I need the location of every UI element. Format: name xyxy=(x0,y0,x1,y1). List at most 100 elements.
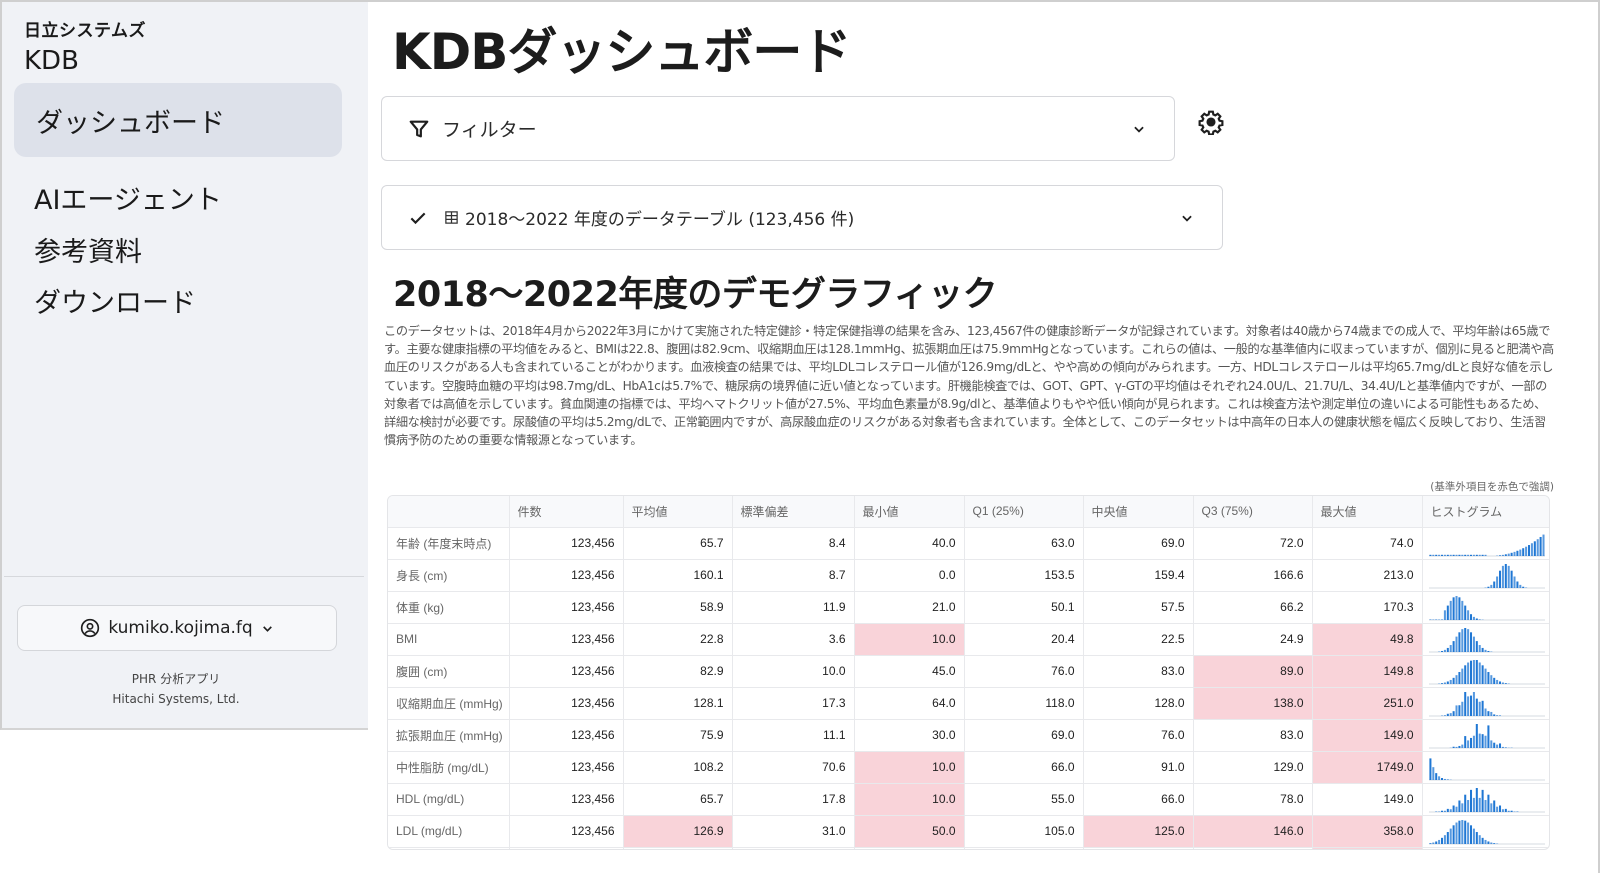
table-cell xyxy=(732,847,855,849)
histogram-sparkline xyxy=(1428,723,1545,748)
row-label: HDL (mg/dL) xyxy=(388,783,510,816)
user-circle-icon xyxy=(81,618,100,638)
table-row[interactable]: 拡張期血圧 (mmHg) 123,456 75.9 11.1 30.0 69.0 76.0 8… xyxy=(388,719,1549,752)
table-cell: 30.0 xyxy=(854,719,965,752)
table-cell: 8.7 xyxy=(732,559,855,592)
sidebar-item-references[interactable]: 参考資料 xyxy=(34,237,142,268)
table-cell: 49.8 xyxy=(1312,623,1423,656)
histogram-cell xyxy=(1422,687,1549,720)
table-row[interactable]: 腹囲 (cm) 123,456 82.9 10.0 45.0 76.0 83.0 89.0 14… xyxy=(388,655,1549,688)
histogram-sparkline xyxy=(1428,659,1545,684)
column-header[interactable]: 最大値 xyxy=(1312,496,1423,528)
table-cell: 76.0 xyxy=(964,655,1084,688)
table-cell: 123,456 xyxy=(509,815,624,848)
row-label: BMI xyxy=(388,623,510,656)
table-row[interactable]: HDL (mg/dL) 123,456 65.7 17.8 10.0 55.0 66.0 78… xyxy=(388,783,1549,816)
table-cell xyxy=(1083,847,1194,849)
table-row[interactable]: 年齢 (年度末時点) 123,456 65.7 8.4 40.0 63.0 69.0 72.0… xyxy=(388,527,1549,560)
table-cell: 24.9 xyxy=(1193,623,1313,656)
table-cell: 50.0 xyxy=(854,815,965,848)
table-cell: 83.0 xyxy=(1193,719,1313,752)
table-cell: 128.1 xyxy=(623,687,733,720)
table-cell: 138.0 xyxy=(1193,687,1313,720)
table-cell: 69.0 xyxy=(1083,527,1194,560)
row-label: 拡張期血圧 (mmHg) xyxy=(388,719,510,752)
sidebar-item-download[interactable]: ダウンロード xyxy=(34,288,196,319)
histogram-sparkline xyxy=(1428,563,1545,588)
table-cell: 105.0 xyxy=(964,815,1084,848)
table-cell xyxy=(1193,847,1313,849)
histogram-sparkline xyxy=(1428,691,1545,716)
column-header[interactable]: 最小値 xyxy=(854,496,965,528)
histogram-cell xyxy=(1422,559,1549,592)
table-row[interactable]: 身長 (cm) 123,456 160.1 8.7 0.0 153.5 159.4 166.6… xyxy=(388,559,1549,592)
table-row[interactable]: 体重 (kg) 123,456 58.9 11.9 21.0 50.1 57.5 66.2 17… xyxy=(388,591,1549,624)
table-row[interactable]: LDL (mg/dL) 123,456 126.9 31.0 50.0 105.0 125.… xyxy=(388,815,1549,848)
row-label: 体重 (kg) xyxy=(388,591,510,624)
table-row[interactable]: 収縮期血圧 (mmHg) 123,456 128.1 17.3 64.0 118.0 128… xyxy=(388,687,1549,720)
table-cell: 45.0 xyxy=(854,655,965,688)
table-cell: 57.5 xyxy=(1083,591,1194,624)
histogram-cell xyxy=(1422,623,1549,656)
table-cell: 149.0 xyxy=(1312,783,1423,816)
row-label: 身長 (cm) xyxy=(388,559,510,592)
table-row[interactable] xyxy=(388,847,1549,851)
row-label: 腹囲 (cm) xyxy=(388,655,510,688)
table-cell: 170.3 xyxy=(1312,591,1423,624)
column-header[interactable]: ヒストグラム xyxy=(1422,496,1549,528)
filter-icon xyxy=(409,120,429,137)
table-cell: 153.5 xyxy=(964,559,1084,592)
table-cell xyxy=(964,847,1084,849)
gear-icon[interactable] xyxy=(1198,109,1224,135)
table-cell: 128.0 xyxy=(1083,687,1194,720)
column-header[interactable]: 標準偏差 xyxy=(732,496,855,528)
section-title: 2018〜2022年度のデモグラフィック xyxy=(393,275,998,315)
histogram-sparkline xyxy=(1428,534,1545,556)
table-cell: 149.0 xyxy=(1312,719,1423,752)
table-header-row: 件数 平均値 標準偏差 最小値 Q1 (25%) 中央値 Q3 (75%) 最大値 ヒストグラム xyxy=(388,496,1549,528)
table-cell: 149.8 xyxy=(1312,655,1423,688)
sidebar-divider xyxy=(4,576,364,577)
table-row[interactable]: BMI 123,456 22.8 3.6 10.0 20.4 22.5 24.9 49.8 xyxy=(388,623,1549,656)
data-table-expander[interactable]: 2018〜2022 年度のデータテーブル (123,456 件) xyxy=(381,185,1223,250)
histogram-sparkline xyxy=(1428,819,1545,844)
table-cell: 17.3 xyxy=(732,687,855,720)
table-icon xyxy=(445,211,458,224)
column-header[interactable]: 中央値 xyxy=(1083,496,1194,528)
table-cell: 118.0 xyxy=(964,687,1084,720)
row-label: 年齢 (年度末時点) xyxy=(388,527,510,560)
histogram-sparkline xyxy=(1428,627,1545,652)
histogram-sparkline xyxy=(1428,757,1545,780)
sidebar-item-ai-agent[interactable]: AIエージェント xyxy=(34,185,222,216)
data-table-label: 2018〜2022 年度のデータテーブル (123,456 件) xyxy=(465,210,855,230)
chevron-down-icon xyxy=(1182,215,1192,222)
column-header[interactable]: 平均値 xyxy=(623,496,733,528)
table-cell: 123,456 xyxy=(509,655,624,688)
sidebar-item-dashboard[interactable]: ダッシュボード xyxy=(14,83,342,157)
app-name: KDB xyxy=(24,46,79,76)
highlight-note: (基準外項目を赤色で強調) xyxy=(1430,481,1554,493)
filter-expander[interactable]: フィルター xyxy=(381,96,1175,161)
footer-app-name: PHR 分析アプリ xyxy=(131,672,221,686)
histogram-sparkline xyxy=(1429,850,1545,851)
table-cell xyxy=(1312,847,1423,849)
stats-table[interactable]: 件数 平均値 標準偏差 最小値 Q1 (25%) 中央値 Q3 (75%) 最大値 ヒストグラム… xyxy=(387,495,1550,850)
table-row[interactable]: 中性脂肪 (mg/dL) 123,456 108.2 70.6 10.0 66.0 91.0… xyxy=(388,751,1549,784)
column-header[interactable] xyxy=(388,496,510,528)
table-cell: 123,456 xyxy=(509,623,624,656)
row-label: 中性脂肪 (mg/dL) xyxy=(388,751,510,784)
footer-company: Hitachi Systems, Ltd. xyxy=(112,692,240,706)
column-header[interactable]: Q3 (75%) xyxy=(1193,496,1313,528)
column-header[interactable]: 件数 xyxy=(509,496,624,528)
table-cell: 11.1 xyxy=(732,719,855,752)
user-menu-button[interactable]: kumiko.kojima.fq xyxy=(17,605,337,651)
table-cell: 251.0 xyxy=(1312,687,1423,720)
table-cell: 66.0 xyxy=(964,751,1084,784)
histogram-cell xyxy=(1422,751,1549,784)
table-cell: 50.1 xyxy=(964,591,1084,624)
table-cell: 22.8 xyxy=(623,623,733,656)
column-header[interactable]: Q1 (25%) xyxy=(964,496,1084,528)
table-cell: 123,456 xyxy=(509,527,624,560)
histogram-sparkline xyxy=(1428,595,1545,620)
